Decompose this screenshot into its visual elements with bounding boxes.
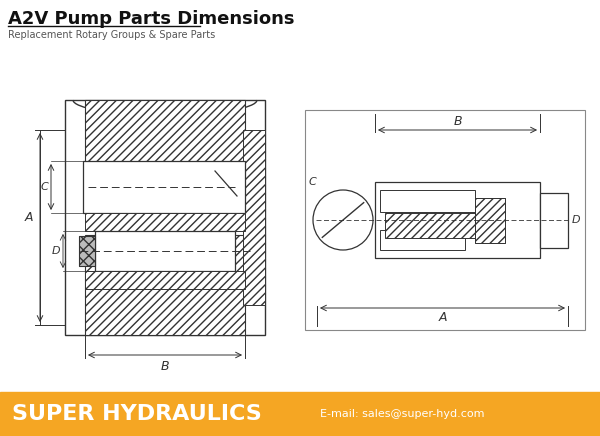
Text: E-mail: sales@super-hyd.com: E-mail: sales@super-hyd.com — [320, 409, 485, 419]
Bar — [85, 100, 245, 175]
Text: A: A — [25, 211, 33, 224]
Bar — [380, 229, 465, 249]
Bar — [85, 213, 245, 231]
Text: Replacement Rotary Groups & Spare Parts: Replacement Rotary Groups & Spare Parts — [8, 30, 215, 40]
Bar — [85, 235, 245, 335]
Bar — [0, 392, 600, 436]
Bar — [83, 161, 245, 213]
Bar — [375, 183, 540, 258]
Bar — [475, 198, 505, 242]
Bar — [95, 231, 235, 271]
Circle shape — [313, 190, 373, 250]
Bar — [380, 191, 475, 212]
Text: B: B — [453, 115, 462, 128]
Bar — [79, 236, 95, 266]
Bar — [85, 271, 245, 289]
Text: B: B — [161, 360, 169, 373]
Text: A: A — [438, 311, 447, 324]
Text: D: D — [52, 246, 60, 256]
Text: D: D — [572, 215, 581, 225]
Bar — [243, 130, 265, 305]
Bar — [305, 110, 585, 330]
Bar — [385, 212, 475, 238]
Bar — [475, 198, 505, 242]
Bar — [65, 100, 265, 335]
Bar — [540, 193, 568, 248]
Text: C: C — [40, 182, 48, 192]
Text: SUPER HYDRAULICS: SUPER HYDRAULICS — [12, 404, 262, 424]
Text: A2V Pump Parts Dimensions: A2V Pump Parts Dimensions — [8, 10, 295, 28]
Text: C: C — [309, 177, 317, 187]
Bar — [79, 236, 95, 266]
